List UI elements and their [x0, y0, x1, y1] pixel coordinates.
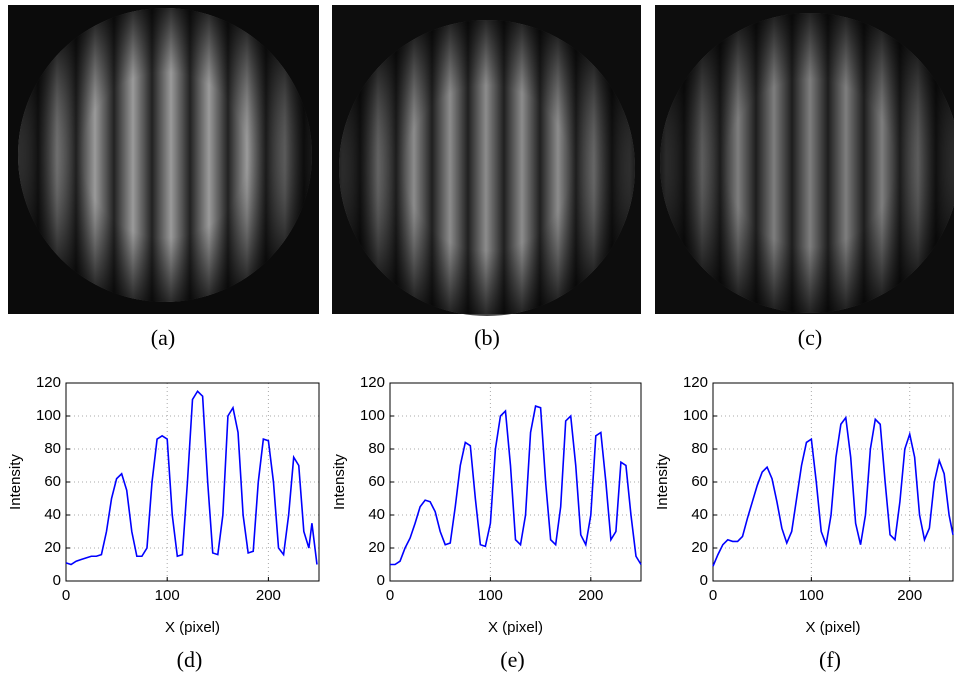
x-tick-label: 200	[578, 587, 603, 604]
x-tick-label: 200	[256, 587, 281, 604]
caption: (f)	[819, 647, 841, 672]
y-tick-label: 100	[36, 407, 61, 424]
line	[712, 415, 954, 567]
y-tick-label: 60	[691, 473, 708, 490]
x-axis-label: X (pixel)	[805, 619, 860, 636]
y-axis-label: Intensity	[331, 454, 348, 510]
x-tick-label: 100	[155, 587, 180, 604]
y-tick-label: 0	[377, 572, 385, 589]
caption: (b)	[474, 325, 500, 350]
x-tick-label: 200	[897, 587, 922, 604]
x-tick-label: 100	[478, 587, 503, 604]
y-tick-label: 100	[683, 407, 708, 424]
chart: 0 20 40 60 80 100 120 0 100 200 X (pixel) Intensity…	[7, 374, 320, 672]
x-tick-label: 100	[799, 587, 824, 604]
y-tick-label: 20	[691, 539, 708, 556]
y-tick-label: 80	[44, 440, 61, 457]
line	[65, 389, 318, 566]
plot-frame	[389, 382, 642, 582]
x-axis-label: X (pixel)	[488, 619, 543, 636]
chart: 0 20 40 60 80 100 120 0 100 200 X (pixel) Intensity…	[654, 374, 954, 672]
caption: (a)	[151, 325, 175, 350]
image-a	[8, 5, 319, 314]
y-axis-label: Intensity	[654, 454, 671, 510]
y-tick-label: 60	[44, 473, 61, 490]
y-tick-label: 80	[368, 440, 385, 457]
y-tick-label: 40	[368, 506, 385, 523]
y-tick-label: 80	[691, 440, 708, 457]
caption: (d)	[177, 647, 203, 672]
image-c	[655, 5, 954, 314]
y-axis-label: Intensity	[7, 454, 24, 510]
plot-frame	[712, 382, 954, 582]
caption: (c)	[798, 325, 822, 350]
y-tick-label: 20	[368, 539, 385, 556]
plot-frame	[65, 382, 320, 582]
caption: (e)	[500, 647, 524, 672]
y-tick-label: 0	[53, 572, 61, 589]
x-tick-label: 0	[709, 587, 717, 604]
y-tick-label: 0	[700, 572, 708, 589]
x-tick-label: 0	[62, 587, 70, 604]
x-axis-label: X (pixel)	[165, 619, 220, 636]
x-tick-label: 0	[386, 587, 394, 604]
y-tick-label: 120	[683, 374, 708, 391]
y-tick-label: 120	[36, 374, 61, 391]
y-tick-label: 60	[368, 473, 385, 490]
line	[390, 405, 642, 566]
y-tick-label: 20	[44, 539, 61, 556]
y-tick-label: 120	[360, 374, 385, 391]
y-tick-label: 40	[44, 506, 61, 523]
y-tick-label: 100	[360, 407, 385, 424]
chart: 0 20 40 60 80 100 120 0 100 200 X (pixel) Intensity…	[331, 374, 642, 672]
y-tick-label: 40	[691, 506, 708, 523]
image-b	[332, 5, 641, 316]
